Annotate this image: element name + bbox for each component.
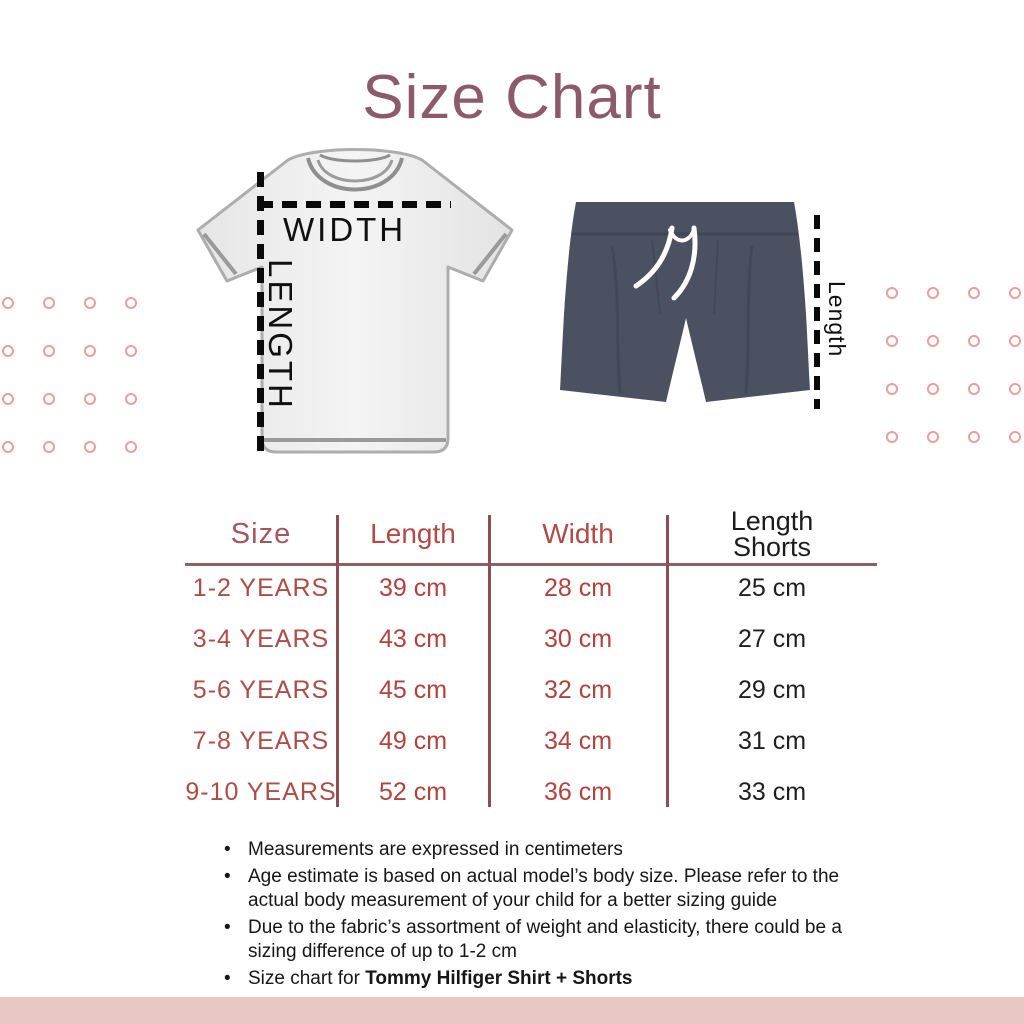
dot [43, 297, 55, 309]
column-header-length-shorts-line1: Length [730, 506, 814, 536]
dot [886, 431, 898, 443]
width-cell: 34 cm [543, 727, 613, 755]
dot [2, 297, 14, 309]
size-cell: 7-8 YEARS [192, 727, 330, 755]
dot [927, 383, 939, 395]
dot [968, 431, 980, 443]
shirt-length-dimension-line [257, 172, 264, 452]
shorts-length-cell: 27 cm [737, 625, 807, 653]
width-cell: 28 cm [543, 574, 613, 602]
dot [84, 297, 96, 309]
width-cell: 36 cm [543, 778, 613, 806]
dot [43, 441, 55, 453]
dot [1009, 287, 1021, 299]
note-text: Age estimate is based on actual model’s … [248, 865, 840, 911]
note-text-bold: Tommy Hilfiger Shirt + Shorts [365, 967, 633, 989]
width-cell: 30 cm [543, 625, 613, 653]
shorts-illustration [560, 202, 810, 402]
dot [886, 335, 898, 347]
size-cell: 9-10 YEARS [185, 778, 337, 806]
dot [927, 335, 939, 347]
shirt-length-label: LENGTH [262, 259, 299, 411]
column-header-width: Width [542, 518, 614, 549]
column-header-length: Length [370, 518, 456, 549]
dot [1009, 383, 1021, 395]
notes-list: Measurements are expressed in centimeter… [222, 838, 850, 994]
length-cell: 39 cm [378, 574, 448, 602]
note-item: Size chart for Tommy Hilfiger Shirt + Sh… [222, 967, 850, 991]
page-title: Size Chart [362, 62, 662, 132]
note-text: Due to the fabric’s assortment of weight… [248, 916, 842, 962]
table-column-divider [336, 515, 339, 807]
dot [927, 287, 939, 299]
dot [886, 383, 898, 395]
dot [886, 287, 898, 299]
dot [125, 297, 137, 309]
table-column-divider [666, 515, 669, 807]
dot [84, 441, 96, 453]
size-cell: 3-4 YEARS [192, 625, 330, 653]
dot [968, 383, 980, 395]
dot [1009, 431, 1021, 443]
note-item: Due to the fabric’s assortment of weight… [222, 916, 850, 964]
shorts-length-cell: 25 cm [737, 574, 807, 602]
dot [968, 335, 980, 347]
dot-grid-right [886, 287, 1021, 443]
dot [1009, 335, 1021, 347]
size-cell: 1-2 YEARS [192, 574, 330, 602]
dot [84, 393, 96, 405]
length-cell: 43 cm [378, 625, 448, 653]
dot [2, 393, 14, 405]
dot [125, 345, 137, 357]
column-header-length-shorts: Length Shorts [730, 506, 814, 562]
length-cell: 45 cm [378, 676, 448, 704]
dot [2, 345, 14, 357]
tshirt-illustration [196, 148, 514, 454]
shorts-length-label: Length [824, 281, 850, 358]
dot [968, 287, 980, 299]
length-cell: 52 cm [378, 778, 448, 806]
shirt-width-label: WIDTH [283, 211, 407, 248]
dot [125, 441, 137, 453]
note-text: Measurements are expressed in centimeter… [248, 839, 623, 860]
shorts-length-cell: 33 cm [737, 778, 807, 806]
table-header-underline [185, 563, 877, 566]
note-text: Size chart for [248, 967, 366, 989]
width-cell: 32 cm [543, 676, 613, 704]
shorts-length-dimension-line [814, 215, 820, 409]
note-item: Age estimate is based on actual model’s … [222, 865, 850, 913]
dot [2, 441, 14, 453]
dot [927, 431, 939, 443]
shirt-width-dimension-line [258, 201, 451, 208]
dot [84, 345, 96, 357]
dot [43, 393, 55, 405]
dot [43, 345, 55, 357]
note-item: Measurements are expressed in centimeter… [222, 838, 850, 862]
dot-grid-left [2, 297, 137, 453]
shorts-length-cell: 29 cm [737, 676, 807, 704]
length-cell: 49 cm [378, 727, 448, 755]
table-column-divider [488, 515, 491, 807]
dot [125, 393, 137, 405]
size-cell: 5-6 YEARS [192, 676, 330, 704]
shorts-length-cell: 31 cm [737, 727, 807, 755]
column-header-length-shorts-line2: Shorts [732, 532, 812, 562]
footer-accent-bar [0, 997, 1024, 1024]
column-header-size: Size [230, 517, 292, 550]
size-table: Size Length Width Length Shorts 1-2 YEAR… [185, 505, 877, 810]
